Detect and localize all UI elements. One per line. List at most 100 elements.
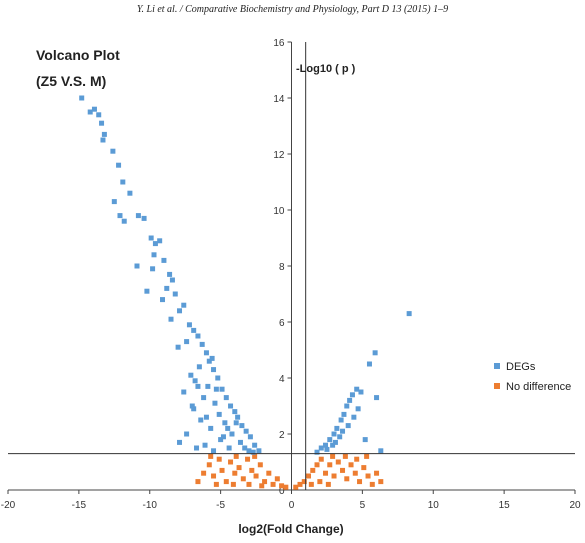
degs-point xyxy=(345,423,351,429)
degs-point xyxy=(181,302,187,308)
degs-point xyxy=(79,95,85,101)
degs-point xyxy=(340,428,346,434)
degs-point xyxy=(195,383,201,389)
no-difference-point xyxy=(306,473,312,479)
degs-point xyxy=(100,137,106,143)
axes: -20 -15 -10 -5 0 5 10 15 20 0 2 4 6 8 10 12 14 16 xyxy=(1,38,581,511)
degs-point xyxy=(250,449,256,455)
degs-point xyxy=(225,425,231,431)
degs-point xyxy=(196,364,202,370)
no-difference-point xyxy=(308,481,314,487)
no-difference-point xyxy=(314,462,320,468)
no-difference-point xyxy=(342,453,348,459)
degs-point xyxy=(169,277,175,283)
no-difference-point xyxy=(230,481,236,487)
degs-point xyxy=(205,383,211,389)
running-head: Y. Li et al. / Comparative Biochemistry … xyxy=(136,4,449,15)
degs-point xyxy=(199,341,205,347)
degs-point xyxy=(358,389,364,395)
degs-point xyxy=(161,257,167,263)
no-difference-point xyxy=(233,453,239,459)
no-difference-point xyxy=(293,484,299,490)
no-difference-point xyxy=(219,467,225,473)
degs-point xyxy=(177,439,183,445)
series-no-difference xyxy=(195,453,384,490)
degs-point xyxy=(203,414,209,420)
no-difference-point xyxy=(216,456,222,462)
no-difference-point xyxy=(236,465,242,471)
no-difference-point xyxy=(201,470,207,476)
no-difference-point xyxy=(327,462,333,468)
degs-point xyxy=(157,238,163,244)
degs-point xyxy=(247,434,253,440)
no-difference-point xyxy=(330,453,336,459)
degs-point xyxy=(135,213,141,219)
degs-point xyxy=(374,395,380,401)
degs-point xyxy=(239,423,245,429)
degs-point xyxy=(347,397,353,403)
x-tick-label: 20 xyxy=(569,500,581,511)
degs-point xyxy=(111,199,117,205)
x-tick-label: 0 xyxy=(289,500,295,511)
degs-point xyxy=(87,109,93,115)
degs-point xyxy=(150,266,156,272)
degs-point xyxy=(233,420,239,426)
no-difference-point xyxy=(266,470,272,476)
degs-point xyxy=(222,420,228,426)
degs-point xyxy=(211,367,217,373)
degs-point xyxy=(331,431,337,437)
degs-point xyxy=(172,291,178,297)
degs-point xyxy=(324,446,330,452)
degs-point xyxy=(91,106,97,112)
degs-point xyxy=(332,439,338,445)
degs-point xyxy=(175,344,181,350)
degs-point xyxy=(181,389,187,395)
no-difference-point xyxy=(245,456,251,462)
no-difference-point xyxy=(232,470,238,476)
degs-point xyxy=(164,285,170,291)
no-difference-point xyxy=(195,479,201,485)
no-difference-point xyxy=(283,484,289,490)
no-difference-point xyxy=(369,481,375,487)
no-difference-point xyxy=(279,483,285,489)
x-tick-label: -15 xyxy=(72,500,87,511)
degs-point xyxy=(314,449,320,455)
legend-swatch-no-difference xyxy=(494,383,500,389)
no-difference-point xyxy=(274,476,280,482)
degs-point xyxy=(116,162,122,168)
no-difference-point xyxy=(270,481,276,487)
no-difference-point xyxy=(364,453,370,459)
legend-label-no-difference: No difference xyxy=(506,381,571,393)
y-tick-label: 14 xyxy=(273,94,285,105)
chart-subtitle: (Z5 V.S. M) xyxy=(36,73,106,89)
degs-point xyxy=(99,120,105,126)
degs-point xyxy=(201,395,207,401)
degs-point xyxy=(256,448,262,454)
degs-point xyxy=(323,442,329,448)
no-difference-point xyxy=(335,459,341,465)
degs-point xyxy=(202,442,208,448)
degs-point xyxy=(366,361,372,367)
degs-point xyxy=(334,425,340,431)
x-tick-label: 10 xyxy=(428,500,440,511)
no-difference-point xyxy=(249,467,255,473)
degs-point xyxy=(184,339,190,345)
no-difference-point xyxy=(246,481,252,487)
degs-point xyxy=(96,112,102,118)
degs-point xyxy=(208,425,214,431)
y-tick-label: 6 xyxy=(279,318,285,329)
degs-point xyxy=(226,445,232,451)
x-tick-label: -20 xyxy=(1,500,16,511)
no-difference-point xyxy=(206,462,212,468)
degs-point xyxy=(101,131,107,137)
no-difference-point xyxy=(374,470,380,476)
degs-point xyxy=(191,327,197,333)
no-difference-point xyxy=(348,462,354,468)
degs-point xyxy=(228,403,234,409)
degs-point xyxy=(144,288,150,294)
degs-point xyxy=(168,316,174,322)
degs-point xyxy=(117,213,123,219)
degs-point xyxy=(362,437,368,443)
y-tick-label: 4 xyxy=(279,374,285,385)
degs-point xyxy=(209,355,215,361)
